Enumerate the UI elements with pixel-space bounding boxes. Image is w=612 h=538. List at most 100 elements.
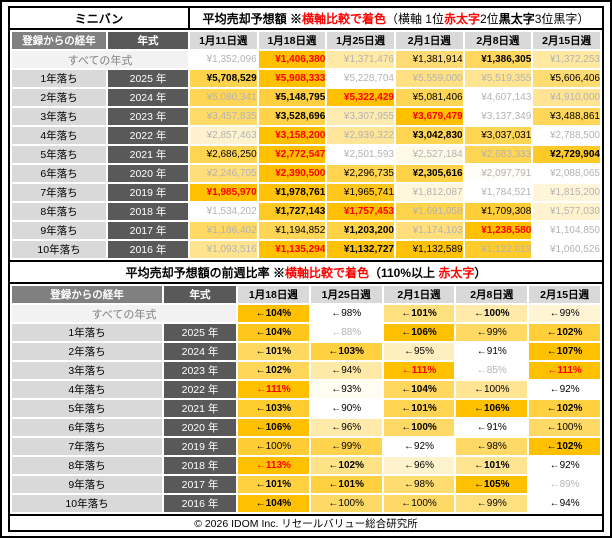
year-cell: 2016 年	[108, 241, 188, 258]
ratio-cell: ←101%	[383, 400, 455, 417]
price-cell: ¥2,390,500	[258, 165, 326, 182]
sale-forecast-table: 登録からの経年 年式 1月11日週 1月18日週 1月25日週 2月1日週 2月8日週 2…	[10, 30, 602, 260]
title-segment: 平均売却予想額の前週比率 ※	[125, 265, 285, 280]
price-cell: ¥3,137,349	[464, 108, 532, 125]
table2-title: 平均売却予想額の前週比率 ※横軸比較で着色（110%以上 赤太字）	[126, 264, 487, 281]
col-header-week: 2月1日週	[383, 286, 455, 303]
price-cell: ¥1,985,970	[190, 184, 257, 201]
ratio-cell: ←95%	[383, 343, 455, 360]
price-cell: ¥2,527,184	[395, 146, 463, 163]
ratio-cell: ←101%	[456, 457, 528, 474]
price-cell: ¥4,910,000	[533, 89, 600, 106]
all-years-label: すべての年式	[12, 305, 236, 322]
table-row: 2年落ち 2024 年 ←101% ←103% ←95% ←91% ←107%	[12, 343, 600, 360]
all-years-row: すべての年式 ←104% ←98% ←101% ←100% ←99%	[12, 305, 600, 322]
category-label: ミニバン	[10, 8, 190, 28]
ratio-cell: ←85%	[456, 362, 528, 379]
ratio-cell: ←90%	[310, 400, 382, 417]
age-label-cell: 2年落ち	[12, 343, 162, 360]
price-cell: ¥3,488,861	[533, 108, 600, 125]
title-segment: 赤太字	[438, 265, 475, 280]
table-row: 5年落ち 2021 年 ←103% ←90% ←101% ←106% ←102%	[12, 400, 600, 417]
price-cell: ¥2,296,735	[327, 165, 394, 182]
price-cell: ¥2,857,463	[190, 127, 257, 144]
age-label-cell: 9年落ち	[12, 476, 162, 493]
ratio-cell: ←92%	[383, 438, 455, 455]
ratio-cell: ←102%	[310, 457, 382, 474]
price-cell: ¥3,528,696	[258, 108, 326, 125]
ratio-cell: ←104%	[238, 324, 309, 341]
copyright-text: © 2026 IDOM Inc. リセールバリュー総合研究所	[194, 518, 418, 530]
age-label-cell: 2年落ち	[12, 89, 106, 106]
price-cell: ¥2,686,250	[190, 146, 257, 163]
col-header-week: 2月1日週	[395, 32, 463, 49]
col-header-week: 2月15日週	[533, 32, 600, 49]
ratio-cell: ←100%	[529, 419, 600, 436]
table-row: 9年落ち 2017 年 ←101% ←101% ←98% ←105% ←89%	[12, 476, 600, 493]
table-row: 1年落ち 2025 年 ¥5,708,529 ¥5,908,333 ¥5,228,704…	[12, 70, 600, 87]
table-row: 4年落ち 2022 年 ¥2,857,463 ¥3,158,200 ¥2,939,322…	[12, 127, 600, 144]
age-label-cell: 5年落ち	[12, 400, 162, 417]
year-cell: 2019 年	[108, 184, 188, 201]
year-cell: 2021 年	[164, 400, 236, 417]
ratio-cell: ←98%	[456, 438, 528, 455]
col-header-week: 2月8日週	[464, 32, 532, 49]
age-label-cell: 7年落ち	[12, 438, 162, 455]
ratio-cell: ←91%	[456, 343, 528, 360]
ratio-cell: ←101%	[383, 305, 455, 322]
price-cell: ¥1,709,308	[464, 203, 532, 220]
ratio-cell: ←102%	[238, 362, 309, 379]
price-cell: ¥2,501,593	[327, 146, 394, 163]
table1-title-row: ミニバン 平均売却予想額 ※ 横軸比較で着色 （横軸 1位 赤太字 2位 黒太字 3位黒…	[10, 8, 602, 30]
price-cell: ¥3,042,830	[395, 127, 463, 144]
ratio-cell: ←100%	[310, 495, 382, 512]
title-segment: 横軸比較で着色	[284, 265, 369, 280]
table-row: 10年落ち 2016 年 ←104% ←100% ←100% ←99% ←94%	[12, 495, 600, 512]
ratio-cell: ←103%	[238, 400, 309, 417]
title-segment: 3位黒字）	[534, 11, 590, 26]
year-cell: 2017 年	[164, 476, 236, 493]
age-label-cell: 10年落ち	[12, 241, 106, 258]
price-cell: ¥1,122,619	[464, 241, 532, 258]
price-cell: ¥2,683,333	[464, 146, 532, 163]
ratio-cell: ←96%	[310, 419, 382, 436]
ratio-cell: ←101%	[310, 476, 382, 493]
ratio-cell: ←106%	[383, 324, 455, 341]
col-header-week: 1月25日週	[327, 32, 394, 49]
ratio-cell: ←99%	[310, 438, 382, 455]
price-cell: ¥1,352,096	[190, 51, 257, 68]
table-row: 1年落ち 2025 年 ←104% ←88% ←106% ←99% ←102%	[12, 324, 600, 341]
year-cell: 2023 年	[108, 108, 188, 125]
year-cell: 2020 年	[108, 165, 188, 182]
age-label-cell: 6年落ち	[12, 419, 162, 436]
price-cell: ¥1,135,294	[258, 241, 326, 258]
price-cell: ¥1,186,402	[190, 222, 257, 239]
price-cell: ¥1,093,516	[190, 241, 257, 258]
price-cell: ¥1,757,453	[327, 203, 394, 220]
ratio-cell: ←111%	[383, 362, 455, 379]
col-header-week: 2月15日週	[529, 286, 600, 303]
ratio-cell: ←99%	[456, 324, 528, 341]
price-cell: ¥1,978,761	[258, 184, 326, 201]
table-row: 7年落ち 2019 年 ←100% ←99% ←92% ←98% ←102%	[12, 438, 600, 455]
col-header-week: 1月18日週	[258, 32, 326, 49]
ratio-cell: ←104%	[383, 381, 455, 398]
price-cell: ¥1,132,727	[327, 241, 394, 258]
col-header-week: 1月25日週	[310, 286, 382, 303]
title-segment: 黒太字	[498, 11, 535, 26]
price-cell: ¥2,772,547	[258, 146, 326, 163]
table1-title: 平均売却予想額 ※ 横軸比較で着色 （横軸 1位 赤太字 2位 黒太字 3位黒字）	[190, 8, 602, 28]
table-row: 10年落ち 2016 年 ¥1,093,516 ¥1,135,294 ¥1,132,72…	[12, 241, 600, 258]
price-cell: ¥1,691,058	[395, 203, 463, 220]
ratio-cell: ←111%	[238, 381, 309, 398]
year-cell: 2021 年	[108, 146, 188, 163]
ratio-cell: ←94%	[529, 495, 600, 512]
price-cell: ¥5,519,355	[464, 70, 532, 87]
year-cell: 2025 年	[164, 324, 236, 341]
title-segment: 2位	[480, 11, 499, 26]
price-cell: ¥5,559,000	[395, 70, 463, 87]
year-cell: 2019 年	[164, 438, 236, 455]
table-row: 8年落ち 2018 年 ¥1,534,202 ¥1,727,143 ¥1,757,453…	[12, 203, 600, 220]
table-row: 5年落ち 2021 年 ¥2,686,250 ¥2,772,547 ¥2,501,593…	[12, 146, 600, 163]
ratio-cell: ←100%	[456, 381, 528, 398]
